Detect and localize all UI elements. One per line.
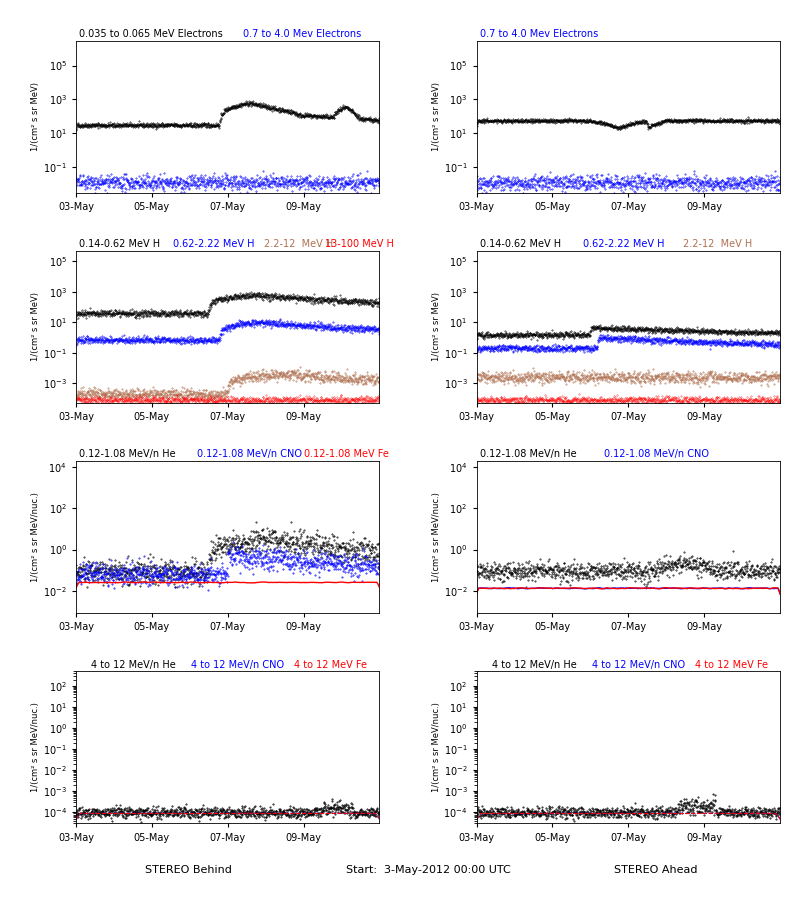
- Text: 13-100 MeV H: 13-100 MeV H: [325, 239, 394, 249]
- Text: 0.12-1.08 MeV/n CNO: 0.12-1.08 MeV/n CNO: [198, 449, 302, 459]
- Text: 0.62-2.22 MeV H: 0.62-2.22 MeV H: [173, 239, 254, 249]
- Text: 0.7 to 4.0 Mev Electrons: 0.7 to 4.0 Mev Electrons: [243, 29, 361, 39]
- Text: 0.62-2.22 MeV H: 0.62-2.22 MeV H: [582, 239, 664, 249]
- Y-axis label: 1/(cm² s sr MeV/nuc.): 1/(cm² s sr MeV/nuc.): [31, 492, 41, 582]
- Text: 2.2-12  MeV H: 2.2-12 MeV H: [264, 239, 334, 249]
- Y-axis label: 1/(cm² s sr MeV): 1/(cm² s sr MeV): [31, 292, 40, 362]
- Y-axis label: 1/(cm² s sr MeV/nuc.): 1/(cm² s sr MeV/nuc.): [432, 492, 441, 582]
- Text: Start:  3-May-2012 00:00 UTC: Start: 3-May-2012 00:00 UTC: [346, 865, 510, 875]
- Text: 0.12-1.08 MeV/n He: 0.12-1.08 MeV/n He: [479, 449, 576, 459]
- Text: 4 to 12 MeV/n CNO: 4 to 12 MeV/n CNO: [191, 660, 285, 670]
- Text: STEREO Ahead: STEREO Ahead: [614, 865, 698, 875]
- Text: 0.12-1.08 MeV Fe: 0.12-1.08 MeV Fe: [303, 449, 389, 459]
- Text: 4 to 12 MeV Fe: 4 to 12 MeV Fe: [294, 660, 367, 670]
- Y-axis label: 1/(cm² s sr MeV): 1/(cm² s sr MeV): [432, 82, 441, 151]
- Text: 0.14-0.62 MeV H: 0.14-0.62 MeV H: [479, 239, 561, 249]
- Text: 0.035 to 0.065 MeV Electrons: 0.035 to 0.065 MeV Electrons: [79, 29, 222, 39]
- Text: STEREO Behind: STEREO Behind: [145, 865, 231, 875]
- Text: 4 to 12 MeV/n CNO: 4 to 12 MeV/n CNO: [592, 660, 685, 670]
- Y-axis label: 1/(cm² s sr MeV/nuc.): 1/(cm² s sr MeV/nuc.): [31, 702, 40, 792]
- Y-axis label: 1/(cm² s sr MeV): 1/(cm² s sr MeV): [31, 82, 40, 151]
- Text: 0.14-0.62 MeV H: 0.14-0.62 MeV H: [79, 239, 160, 249]
- Text: 2.2-12  MeV H: 2.2-12 MeV H: [683, 239, 752, 249]
- Y-axis label: 1/(cm² s sr MeV): 1/(cm² s sr MeV): [432, 292, 441, 362]
- Text: 4 to 12 MeV/n He: 4 to 12 MeV/n He: [492, 660, 577, 670]
- Text: 0.12-1.08 MeV/n He: 0.12-1.08 MeV/n He: [79, 449, 176, 459]
- Text: 0.12-1.08 MeV/n CNO: 0.12-1.08 MeV/n CNO: [604, 449, 709, 459]
- Text: 0.7 to 4.0 Mev Electrons: 0.7 to 4.0 Mev Electrons: [479, 29, 598, 39]
- Text: 4 to 12 MeV Fe: 4 to 12 MeV Fe: [695, 660, 768, 670]
- Y-axis label: 1/(cm² s sr MeV/nuc.): 1/(cm² s sr MeV/nuc.): [431, 702, 441, 792]
- Text: 4 to 12 MeV/n He: 4 to 12 MeV/n He: [91, 660, 176, 670]
